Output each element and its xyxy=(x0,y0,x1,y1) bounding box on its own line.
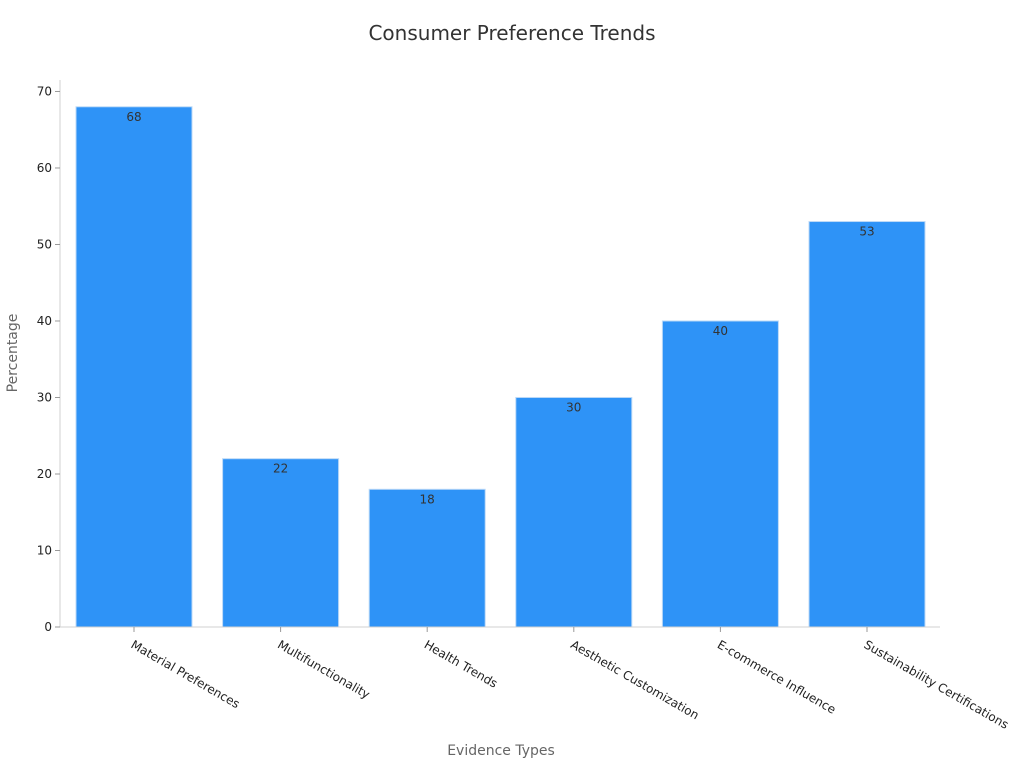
data-label-4: 30 xyxy=(566,400,581,414)
y-tick-label-20: 20 xyxy=(37,467,52,481)
y-tick-label-0: 0 xyxy=(44,620,52,634)
data-label-5: 40 xyxy=(713,324,728,338)
data-label-6: 53 xyxy=(859,225,874,239)
y-tick-label-60: 60 xyxy=(37,161,52,175)
data-label-1: 68 xyxy=(126,110,141,124)
bar-2 xyxy=(222,458,340,628)
x-tick-label-6: Sustainability Certifications xyxy=(862,637,1012,731)
x-ticks-group: Material Preferences Multifunctionality He… xyxy=(129,627,1012,732)
data-labels-group: 68 22 18 30 40 53 xyxy=(126,110,874,507)
y-axis-label: Percentage xyxy=(5,314,21,393)
bar-5 xyxy=(661,320,779,628)
bars-group xyxy=(75,106,926,628)
y-tick-label-10: 10 xyxy=(37,543,52,557)
x-tick-label-3: Health Trends xyxy=(422,637,500,690)
chart-title: Consumer Preference Trends xyxy=(368,21,655,45)
y-tick-label-40: 40 xyxy=(37,314,52,328)
bar-1 xyxy=(75,106,193,628)
x-tick-label-2: Multifunctionality xyxy=(275,637,372,701)
bar-6 xyxy=(808,221,926,628)
x-tick-label-5: E-commerce Influence xyxy=(715,637,838,716)
x-axis-label: Evidence Types xyxy=(447,743,555,759)
x-tick-label-4: Aesthetic Customization xyxy=(568,637,701,722)
y-tick-label-50: 50 xyxy=(37,237,52,251)
bar-4 xyxy=(515,396,633,628)
x-tick-label-1: Material Preferences xyxy=(129,637,243,711)
bar-3 xyxy=(368,488,486,628)
data-label-2: 22 xyxy=(273,462,288,476)
y-ticks-group: 0 10 20 30 40 50 60 70 xyxy=(37,84,60,634)
y-tick-label-30: 30 xyxy=(37,390,52,404)
y-tick-label-70: 70 xyxy=(37,84,52,98)
data-label-3: 18 xyxy=(420,492,435,506)
